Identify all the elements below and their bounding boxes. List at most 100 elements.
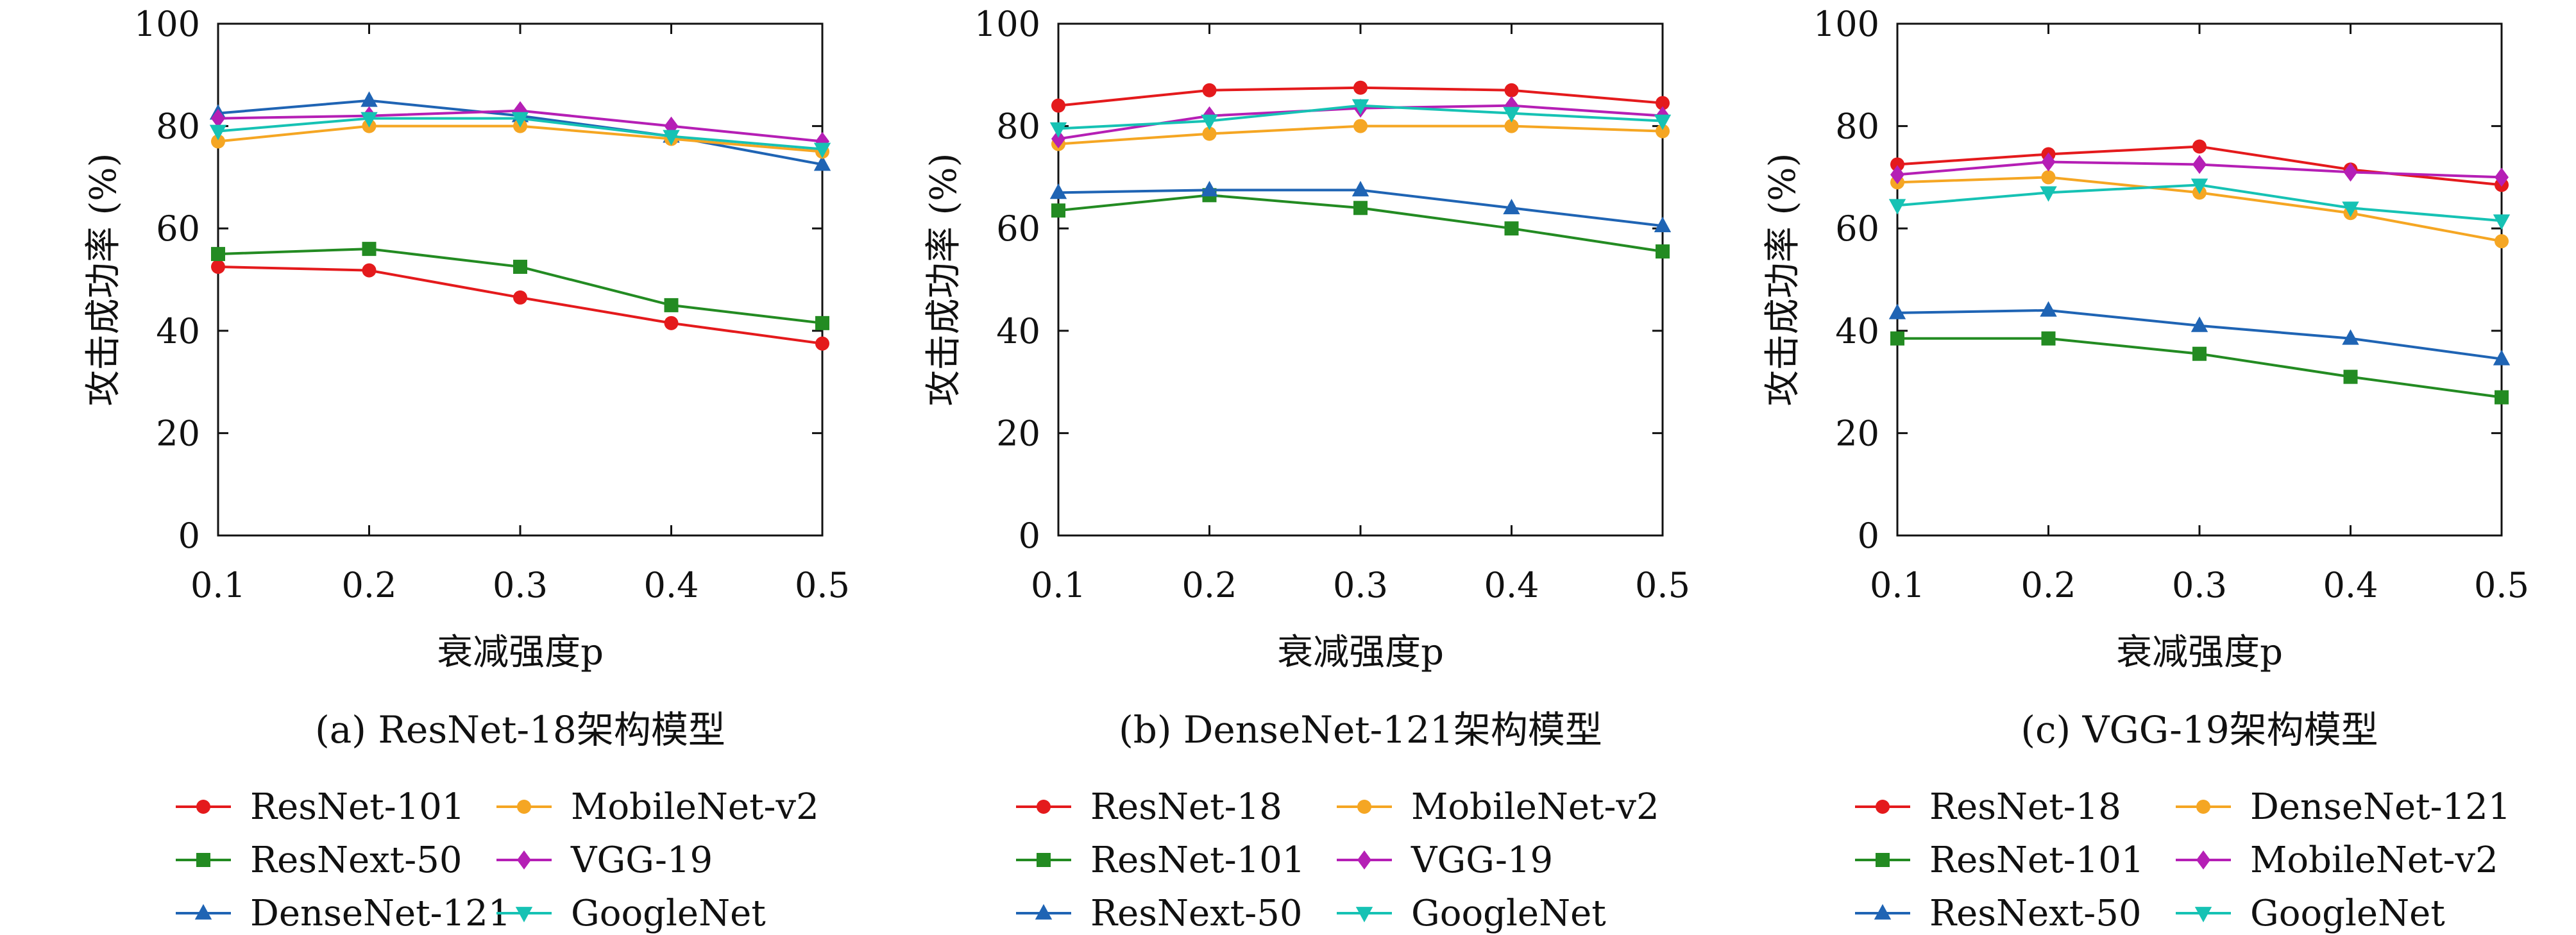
x-tick-label: 0.4 — [2323, 565, 2378, 605]
y-tick-label: 40 — [996, 311, 1040, 351]
legend-label: DenseNet-121 — [2250, 786, 2511, 828]
data-point — [1049, 183, 1067, 199]
legend-marker — [2196, 850, 2210, 870]
x-tick-label: 0.4 — [1484, 565, 1539, 605]
x-tick-label: 0.3 — [493, 565, 548, 605]
data-point — [362, 242, 377, 257]
legend-label: GoogleNet — [1411, 893, 1606, 934]
data-point — [1654, 216, 1672, 233]
data-point — [2192, 139, 2207, 154]
legend-item: ResNext-50 — [176, 839, 462, 881]
legend-label: ResNet-18 — [1090, 786, 1282, 828]
x-axis-label: 衰减强度p — [437, 632, 604, 673]
data-point — [2342, 201, 2359, 217]
x-tick-label: 0.4 — [644, 565, 699, 605]
legend-label: ResNet-101 — [1090, 839, 1305, 881]
legend-label: ResNext-50 — [1090, 893, 1302, 934]
panel-caption: (c) VGG-19架构模型 — [2021, 708, 2378, 752]
data-point — [1353, 80, 1368, 95]
x-tick-label: 0.2 — [1182, 565, 1237, 605]
plot-frame — [1896, 22, 2503, 537]
data-point — [2192, 346, 2207, 361]
legend-item: VGG-19 — [1337, 839, 1553, 881]
data-point — [1656, 124, 1670, 139]
data-point — [2040, 301, 2057, 317]
legend-item: DenseNet-121 — [2176, 786, 2511, 828]
plot-frame — [217, 22, 824, 537]
legend: ResNet-18 ResNet-101 ResNext-50 MobileNet-v… — [1016, 786, 1659, 934]
series-resnet-18 — [1051, 80, 1670, 113]
data-point — [1503, 198, 1520, 215]
legend-item: ResNet-18 — [1016, 786, 1282, 828]
data-point — [1504, 221, 1519, 236]
x-tick-label: 0.3 — [2172, 565, 2227, 605]
y-tick-label: 20 — [1835, 413, 1879, 453]
y-tick-label: 80 — [996, 106, 1040, 147]
legend-label: ResNext-50 — [1929, 893, 2141, 934]
x-tick-label: 0.5 — [2474, 565, 2529, 605]
data-point — [2343, 162, 2358, 182]
data-point — [513, 260, 527, 274]
data-point — [1051, 98, 1065, 113]
data-point — [1654, 114, 1672, 130]
data-point — [1504, 119, 1519, 133]
data-point — [360, 91, 378, 107]
data-point — [815, 336, 829, 351]
legend-item: GoogleNet — [2176, 893, 2445, 934]
data-point — [2041, 152, 2056, 172]
data-point — [2495, 390, 2509, 405]
data-point — [663, 130, 680, 146]
series-resnext-50 — [211, 242, 829, 330]
data-point — [664, 316, 679, 330]
legend-label: GoogleNet — [2250, 893, 2445, 934]
y-tick-label: 60 — [996, 208, 1040, 249]
x-axis-label: 衰减强度p — [1277, 632, 1444, 673]
data-point — [2190, 178, 2208, 194]
legend-item: DenseNet-121 — [176, 893, 511, 934]
legend-label: ResNet-101 — [250, 786, 465, 828]
legend: ResNet-101 ResNext-50 DenseNet-121 MobileNe… — [176, 786, 819, 934]
legend-marker — [1357, 850, 1371, 870]
legend-label: VGG-19 — [1411, 839, 1553, 881]
data-point — [1888, 199, 1906, 215]
data-point — [211, 260, 225, 274]
data-point — [211, 108, 225, 128]
data-point — [1656, 244, 1670, 259]
legend-marker — [517, 800, 531, 814]
x-axis-label: 衰减强度p — [2116, 632, 2283, 673]
legend-marker — [196, 800, 210, 814]
y-tick-label: 60 — [1835, 208, 1879, 249]
data-point — [1051, 129, 1065, 149]
data-point — [1353, 119, 1368, 133]
legend-marker — [1035, 904, 1053, 920]
data-point — [1202, 126, 1217, 141]
y-axis-label: 攻击成功率 (%) — [83, 153, 124, 407]
y-tick-label: 40 — [156, 311, 200, 351]
y-tick-label: 20 — [156, 413, 200, 453]
legend-label: ResNext-50 — [250, 839, 462, 881]
legend-item: ResNet-101 — [1016, 839, 1305, 881]
x-tick-label: 0.1 — [1870, 565, 1925, 605]
legend-label: DenseNet-121 — [250, 893, 511, 934]
data-point — [1888, 303, 1906, 319]
data-point — [362, 263, 377, 278]
x-tick-label: 0.2 — [2021, 565, 2076, 605]
data-point — [511, 112, 529, 128]
legend-label: MobileNet-v2 — [571, 786, 819, 828]
legend-marker — [196, 853, 210, 867]
legend-label: VGG-19 — [570, 839, 713, 881]
legend-item: ResNext-50 — [1016, 893, 1302, 934]
legend-marker — [515, 907, 533, 923]
data-point — [1352, 99, 1369, 115]
y-axis-label: 攻击成功率 (%) — [1762, 153, 1804, 407]
series-resnet-101 — [1051, 188, 1670, 259]
data-point — [513, 290, 527, 305]
legend-item: MobileNet-v2 — [2176, 839, 2498, 881]
data-point — [1890, 331, 1904, 346]
data-point — [1049, 122, 1067, 138]
data-point — [1051, 203, 1065, 218]
legend-item: VGG-19 — [496, 839, 713, 881]
y-tick-label: 20 — [996, 413, 1040, 453]
data-point — [1202, 83, 1217, 97]
